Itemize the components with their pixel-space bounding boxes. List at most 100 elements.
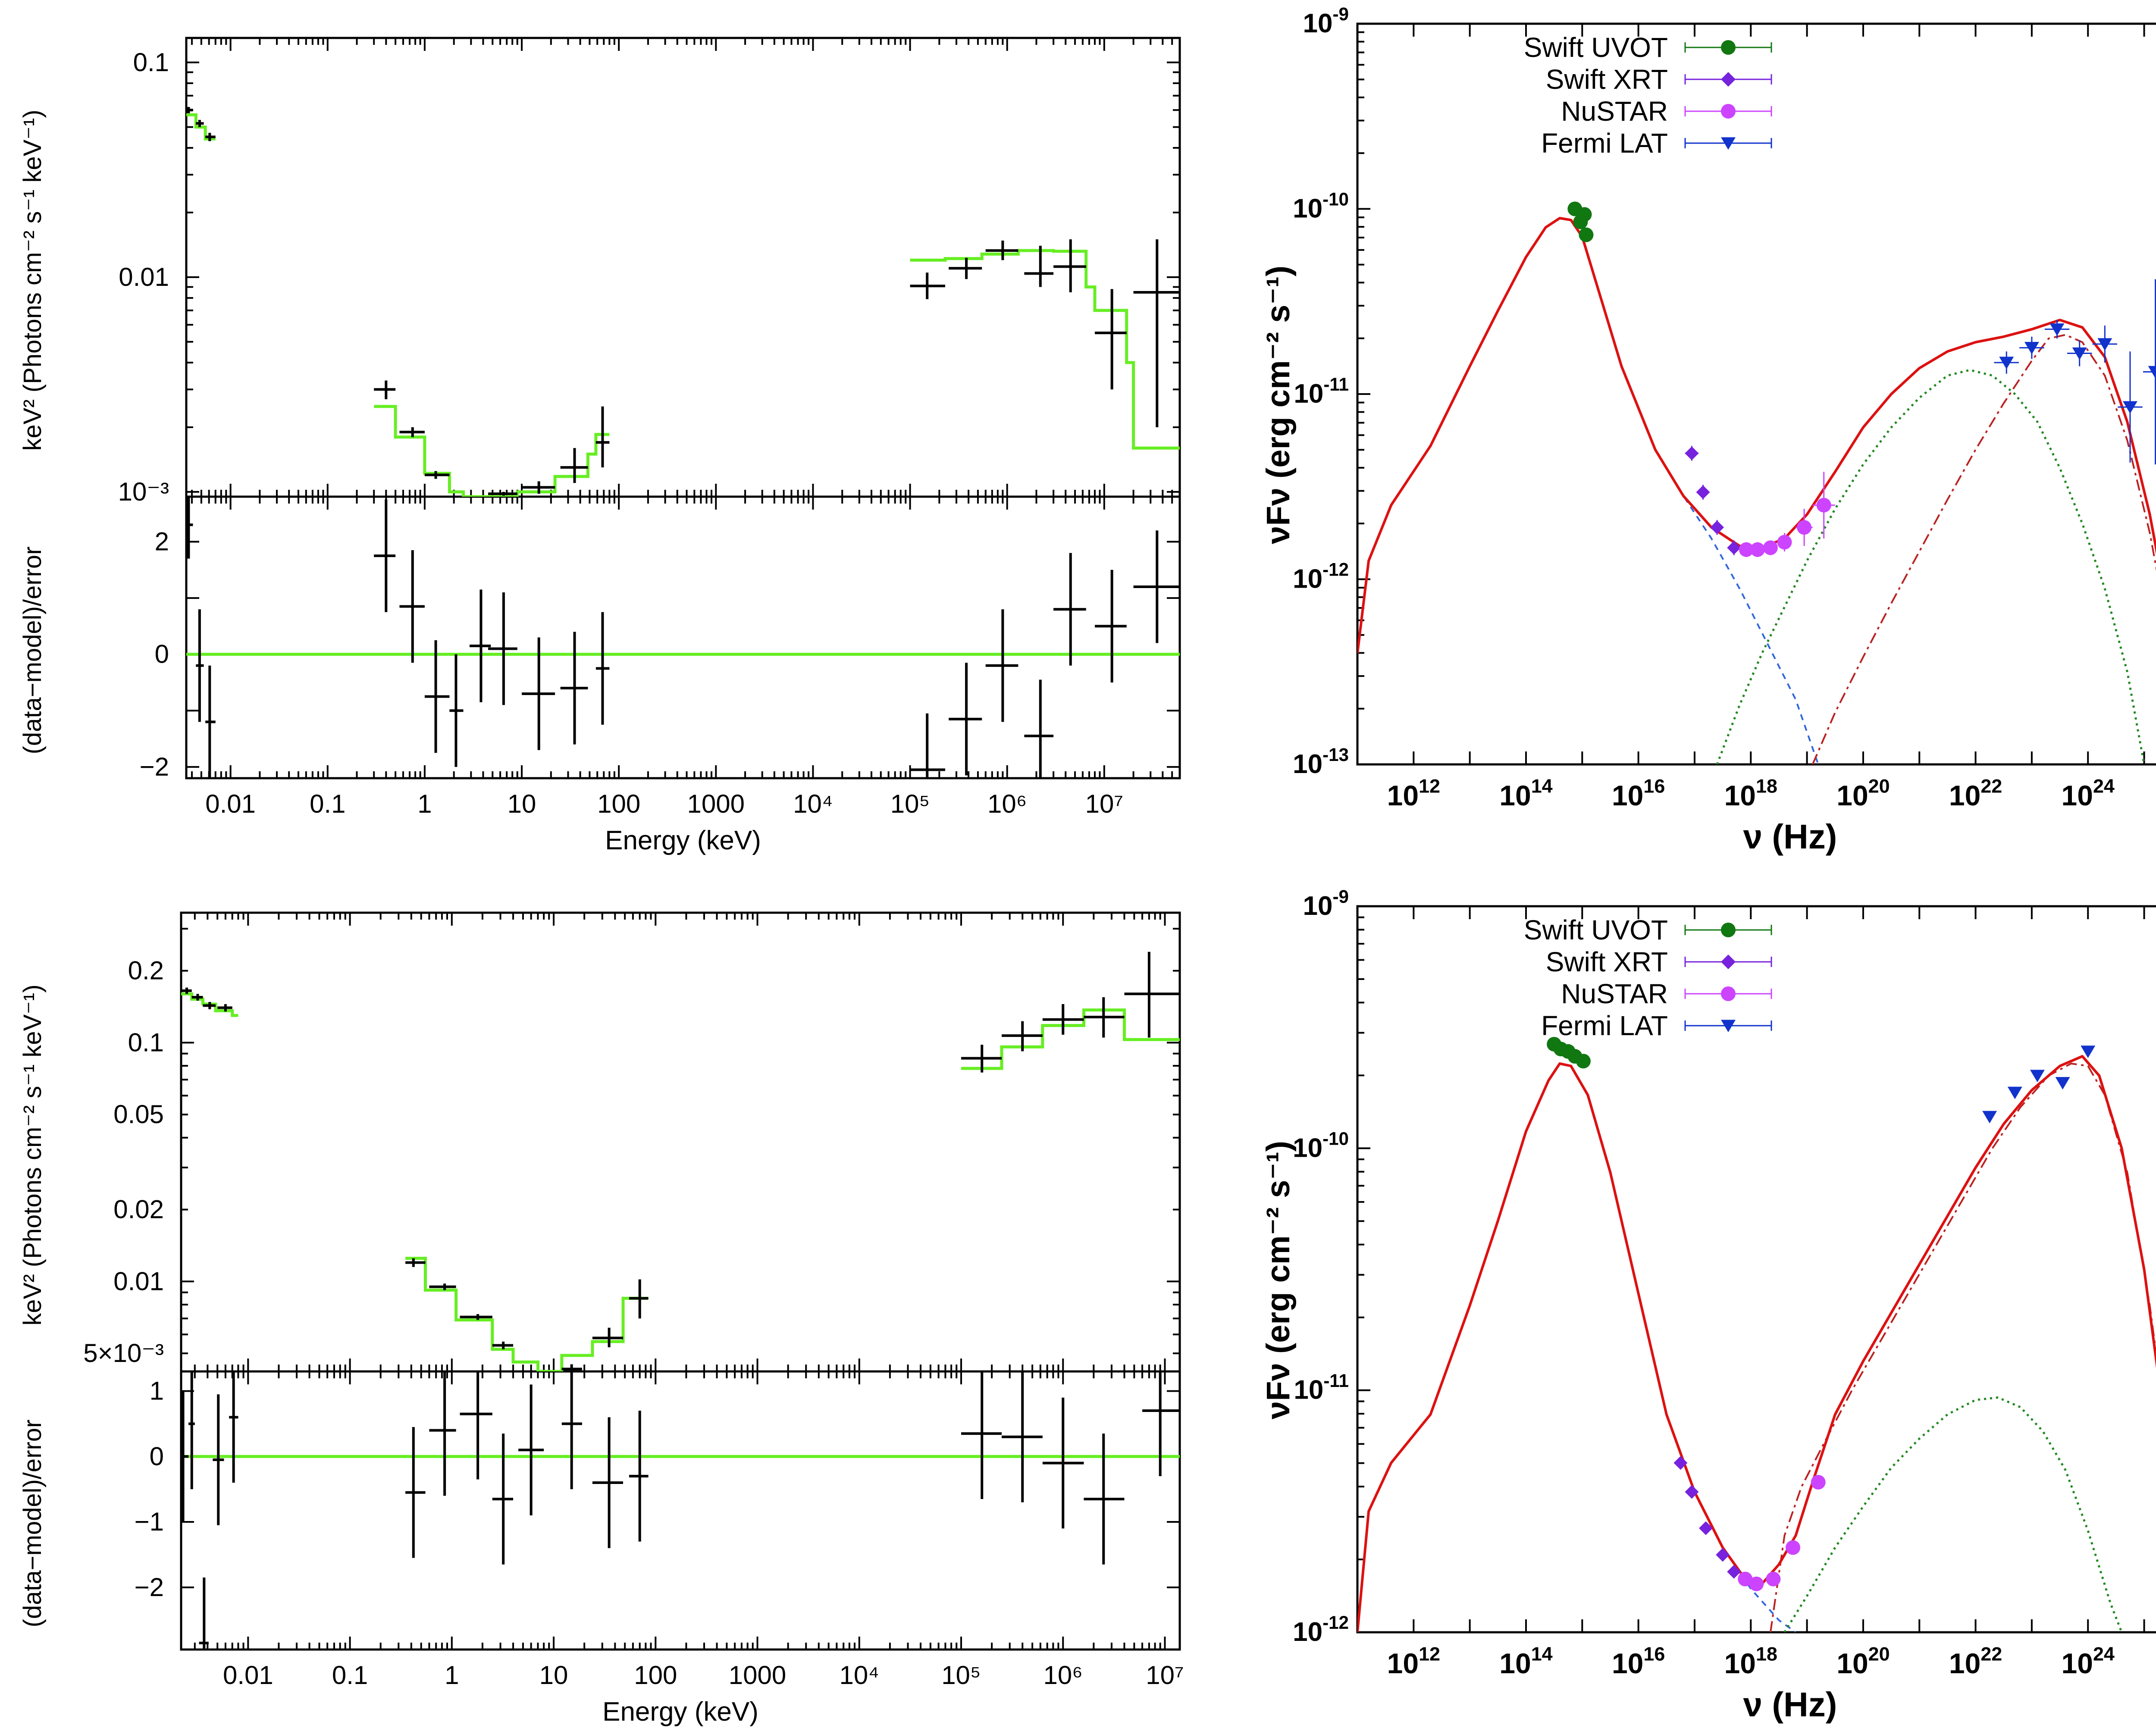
- x-axis-title: Energy (keV): [602, 1697, 758, 1727]
- y-tick-label: 0.1: [128, 1028, 164, 1057]
- legend-marker: [1721, 923, 1736, 937]
- x-tick-label: 1022: [1949, 1643, 2002, 1679]
- y-tick-label-exponent: -9: [1333, 4, 1349, 24]
- y-tick-label: 10-12: [1293, 560, 1349, 594]
- xrt-data-point: [1685, 1485, 1699, 1499]
- y-tick-label-exponent: -13: [1322, 745, 1349, 765]
- upper-plot-area: [186, 107, 1180, 497]
- y-tick-label: 10-11: [1294, 374, 1349, 409]
- ssc-component-curve: [1783, 1396, 2123, 1632]
- x-tick-label: 10⁵: [941, 1661, 981, 1690]
- y-tick-label: 10-11: [1294, 1371, 1349, 1405]
- residual-plot-frame: [180, 1370, 1181, 1651]
- y-tick-label-exponent: -10: [1322, 1128, 1349, 1149]
- y-tick-label: 10-12: [1293, 1612, 1349, 1647]
- x-tick-label-exponent: 12: [1419, 1643, 1440, 1665]
- lat-data-point: [2007, 1086, 2022, 1099]
- x-tick-label: 1024: [2062, 775, 2115, 811]
- legend-marker: [1721, 1020, 1736, 1033]
- nustar-data-point: [1786, 1540, 1801, 1555]
- residual-tick-label: −1: [135, 1507, 164, 1536]
- x-tick-label: 1018: [1724, 1643, 1777, 1679]
- lat-data-point: [2097, 338, 2112, 351]
- legend-marker: [1721, 104, 1736, 119]
- lat-data-point: [2049, 323, 2065, 336]
- y-tick-label-exponent: -11: [1323, 374, 1349, 394]
- lat-data-point: [2024, 342, 2039, 354]
- nustar-data-point: [1777, 535, 1792, 550]
- residual-tick-label: −2: [140, 752, 169, 781]
- uvot-data-point: [1577, 207, 1592, 222]
- x-tick-label: 10⁴: [793, 789, 833, 818]
- x-tick-label: 10⁴: [840, 1661, 880, 1690]
- x-tick-label-exponent: 22: [1981, 775, 2002, 797]
- lat-data-point: [2148, 366, 2156, 379]
- x-tick-label: 1014: [1499, 1643, 1552, 1679]
- sed-panel-top-right: 1012101410161018102010221024102610-910-1…: [1260, 4, 2156, 856]
- y-tick-label: 0.1: [133, 48, 169, 77]
- x-tick-label: 0.01: [205, 789, 256, 818]
- nustar-data-point: [1797, 520, 1812, 535]
- uvot-data-point: [1576, 1054, 1591, 1069]
- x-tick-label: 10⁷: [1146, 1661, 1184, 1690]
- legend-marker: [1721, 137, 1736, 150]
- sed-panel-bottom-right: 1012101410161018102010221024102610-910-1…: [1260, 886, 2156, 1724]
- x-tick-label-exponent: 24: [2093, 1643, 2115, 1665]
- x-tick-label: 1024: [2062, 1643, 2115, 1679]
- xrt-data-point: [1685, 446, 1699, 460]
- y-tick-label: 0.01: [119, 263, 169, 291]
- nustar-data-point: [1816, 498, 1831, 513]
- nustar-data-point: [1766, 1571, 1781, 1587]
- xrt-data-point: [1673, 1456, 1688, 1470]
- x-tick-label: 1016: [1612, 775, 1665, 811]
- xspec-fit-panel-top-left: 0.01 0.1 1 10 100 1000 10⁴ 10⁵ 10⁶ 10⁷ 0.1 0.01 10⁻³…: [19, 37, 1181, 855]
- residual-plot-frame: [185, 495, 1181, 779]
- external-compton-component-curve: [1811, 334, 2156, 764]
- y-tick-label: 10-9: [1303, 4, 1349, 38]
- x-tick-label: 1: [417, 789, 432, 818]
- xspec-fit-panel-bottom-left: 0.01 0.1 1 10 100 1000 10⁴ 10⁵ 10⁶ 10⁷0.20.10.050…: [19, 911, 1184, 1727]
- lat-data-point: [1999, 357, 2014, 369]
- x-tick-label: 1020: [1836, 775, 1890, 811]
- x-tick-label-exponent: 12: [1419, 775, 1440, 797]
- x-tick-label-exponent: 16: [1643, 775, 1665, 797]
- x-tick-label: 1022: [1949, 775, 2002, 811]
- xrt-data-point: [1699, 1521, 1713, 1535]
- lat-data-point: [2055, 1077, 2070, 1090]
- xrt-data-point: [1727, 1565, 1741, 1579]
- x-tick-label: 1018: [1724, 775, 1777, 811]
- legend-marker: [1721, 40, 1736, 55]
- lat-data-point: [2030, 1070, 2045, 1083]
- nustar-data-point: [1738, 1571, 1753, 1587]
- sed-plot-area: [1357, 201, 2156, 764]
- xrt-data-point: [1727, 541, 1741, 555]
- y-axis-title: keV² (Photons cm⁻² s⁻¹ keV⁻¹): [19, 984, 47, 1325]
- nustar-data-point: [1763, 540, 1778, 555]
- y-tick-label: 0.01: [113, 1267, 164, 1296]
- y-axis-title: keV² (Photons cm⁻² s⁻¹ keV⁻¹): [19, 110, 47, 451]
- lat-data-point: [2122, 401, 2137, 414]
- y-tick-label: 10-10: [1293, 1128, 1349, 1163]
- model-step-line: [405, 1257, 649, 1371]
- synchrotron-component-curve: [1654, 449, 1819, 764]
- y-tick-label: 10-13: [1293, 745, 1349, 779]
- residual-axis-title: (data−model)/error: [19, 1420, 47, 1628]
- sed-plot-frame: [1356, 905, 2156, 1634]
- residual-tick-label: −2: [135, 1573, 164, 1602]
- y-tick-label: 0.2: [128, 956, 164, 985]
- x-tick-label-exponent: 20: [1868, 775, 1890, 797]
- xrt-data-point: [1696, 485, 1710, 499]
- x-tick-label: 1016: [1612, 1643, 1665, 1679]
- legend-label: NuSTAR: [1561, 96, 1668, 127]
- x-tick-label-exponent: 20: [1868, 1643, 1890, 1665]
- x-axis-title: ν (Hz): [1743, 817, 1837, 856]
- y-axis-title: νFν (erg cm⁻² s⁻¹): [1260, 1141, 1297, 1419]
- legend-label: Fermi LAT: [1541, 1010, 1668, 1041]
- x-tick-label: 0.1: [332, 1661, 368, 1690]
- legend-label: Swift UVOT: [1524, 32, 1668, 63]
- x-tick-label: 0.01: [223, 1661, 273, 1690]
- residual-tick-label: 0: [150, 1442, 164, 1471]
- y-tick-label-exponent: -12: [1322, 560, 1349, 580]
